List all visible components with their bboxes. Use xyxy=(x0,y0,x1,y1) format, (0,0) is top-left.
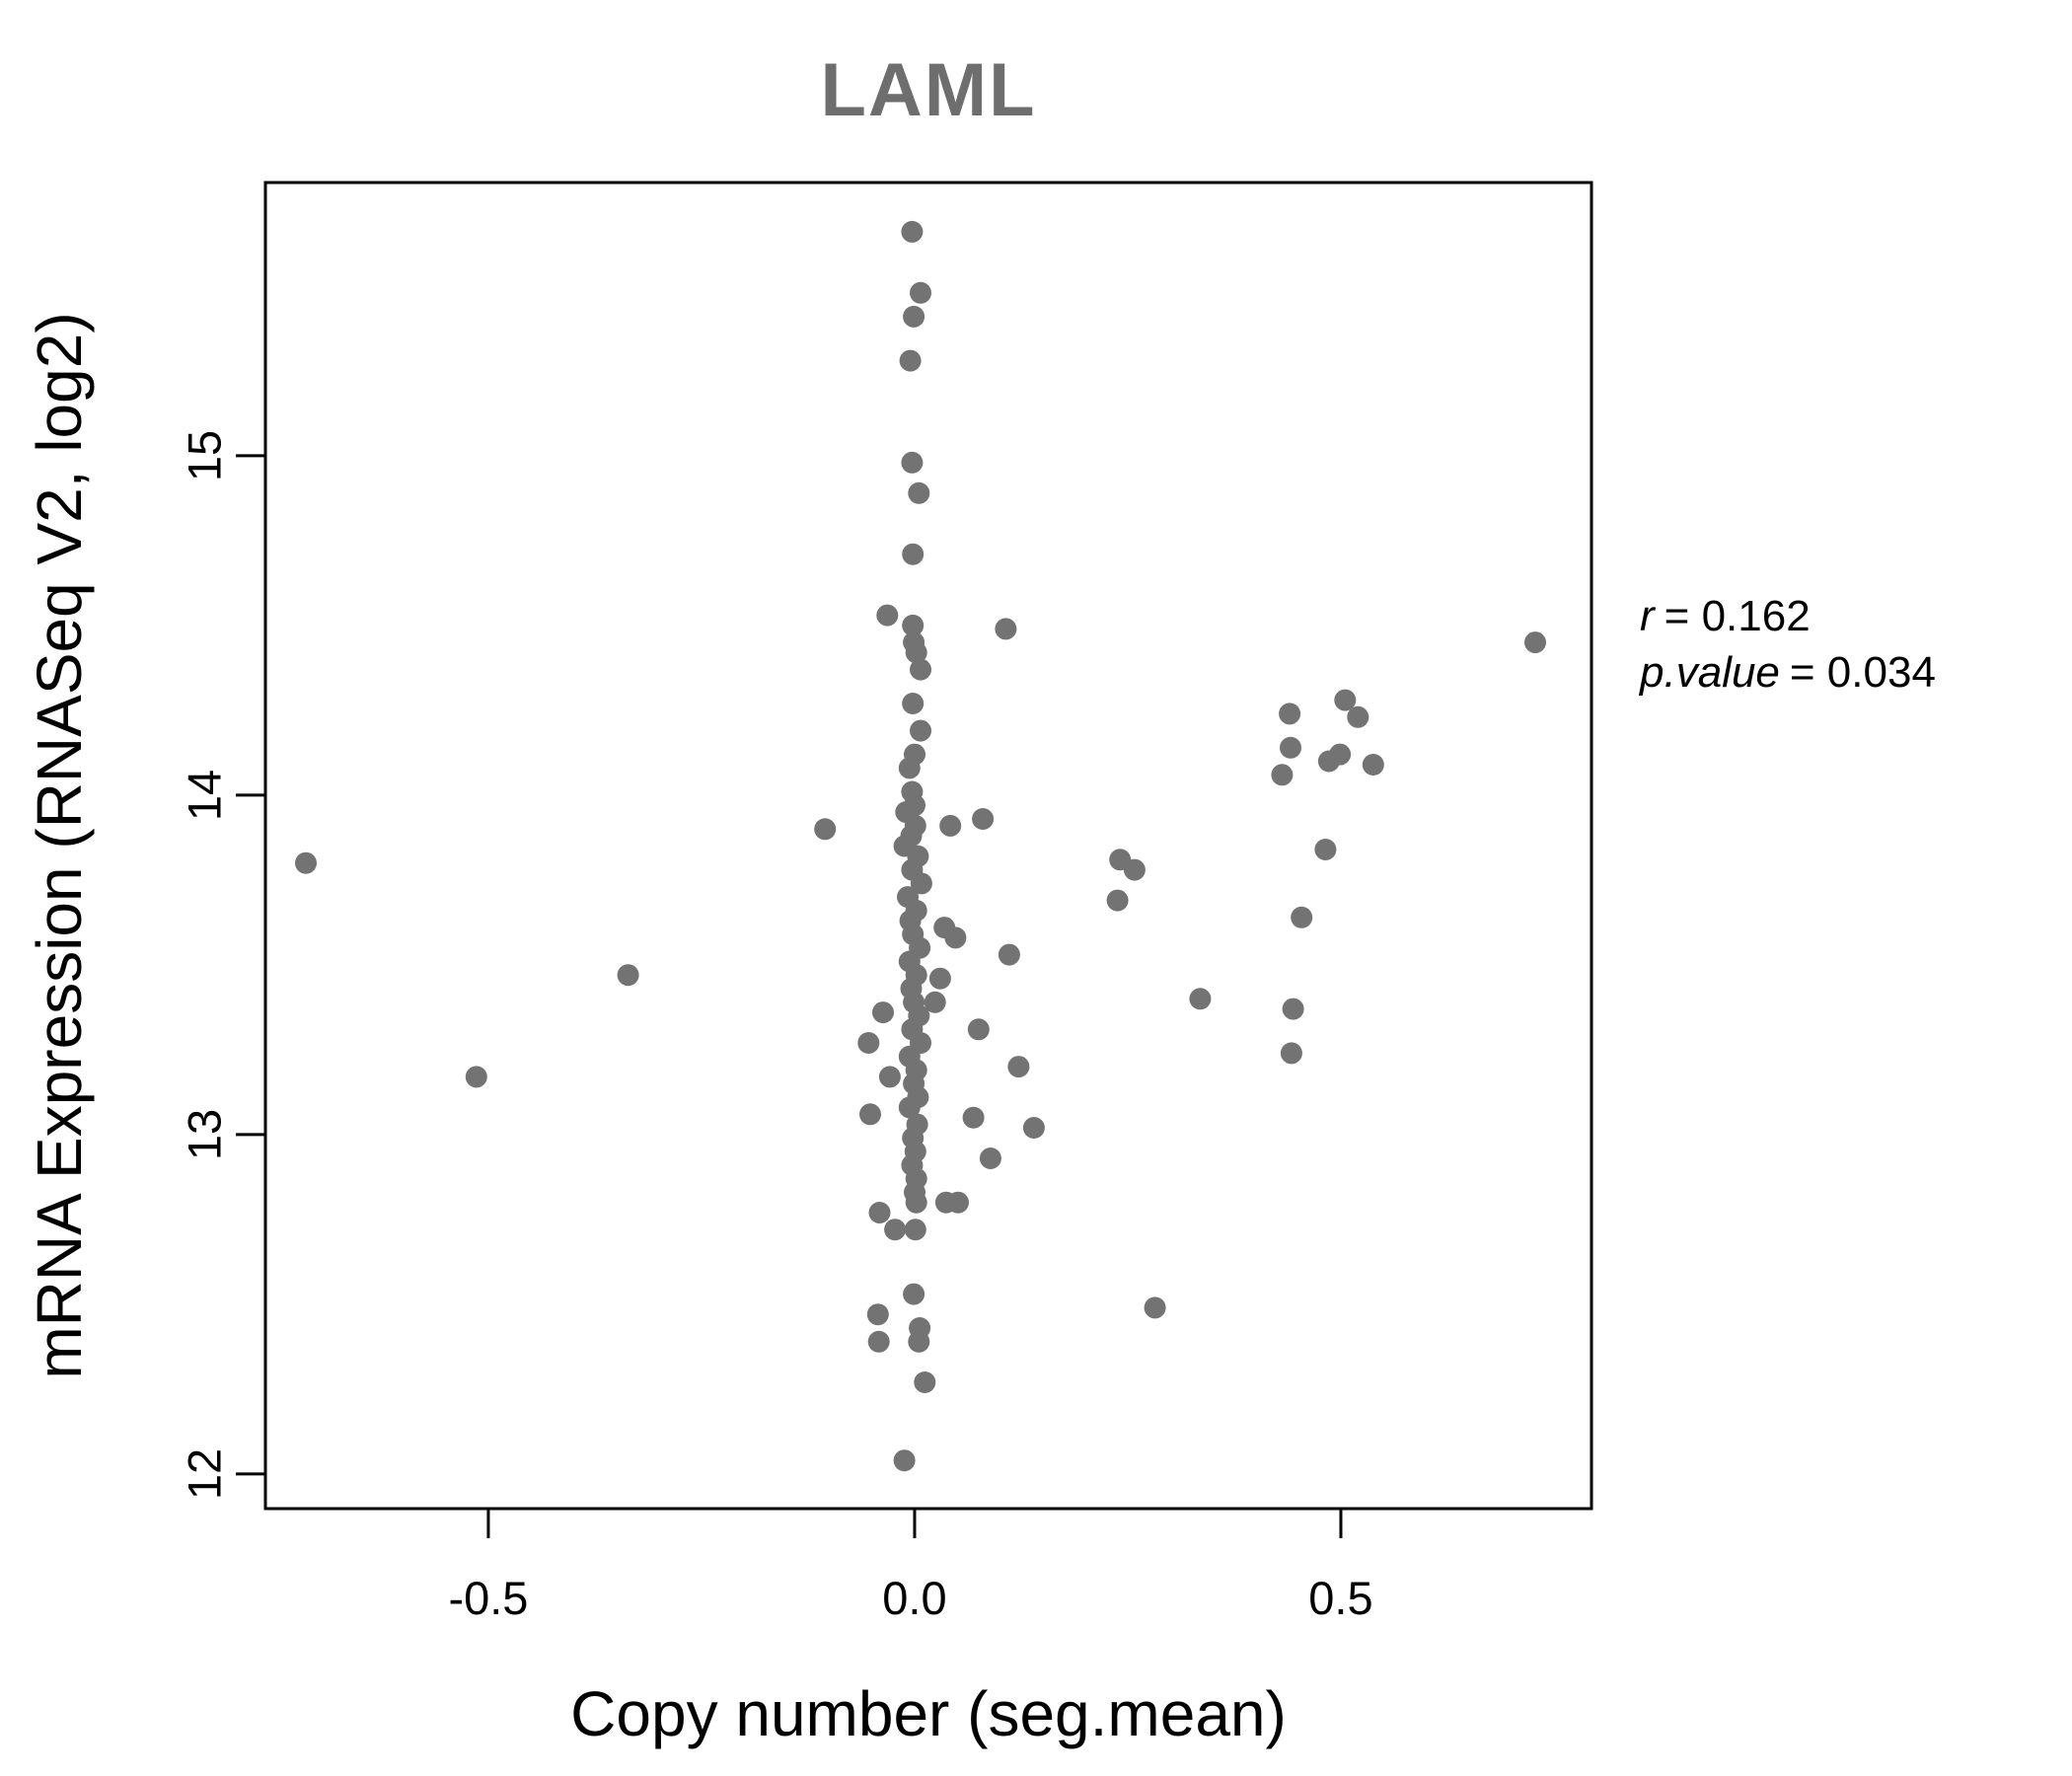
r-symbol: r xyxy=(1640,592,1655,640)
y-tick-label: 13 xyxy=(178,1108,231,1161)
data-point xyxy=(910,872,932,895)
data-point xyxy=(1280,736,1301,759)
data-point xyxy=(944,926,967,949)
data-point xyxy=(901,220,924,243)
data-point xyxy=(1362,754,1384,776)
data-point xyxy=(910,658,931,681)
data-point xyxy=(1123,858,1146,881)
data-point xyxy=(1144,1296,1166,1319)
y-tick-label: 15 xyxy=(178,429,231,482)
x-axis-label: Copy number (seg.mean) xyxy=(570,1678,1287,1749)
data-point xyxy=(1279,703,1301,725)
data-point xyxy=(1282,998,1304,1020)
data-point xyxy=(902,614,925,636)
data-point xyxy=(995,618,1017,640)
data-point xyxy=(1329,743,1352,766)
data-point xyxy=(910,719,931,742)
r-value: = 0.162 xyxy=(1664,592,1811,640)
data-point xyxy=(947,1191,969,1214)
data-point xyxy=(967,1018,990,1041)
chart-title: LAML xyxy=(820,48,1037,132)
data-point xyxy=(908,481,930,504)
data-point xyxy=(876,604,899,627)
data-point xyxy=(979,1147,1001,1169)
data-point xyxy=(899,349,922,372)
data-point xyxy=(939,814,962,837)
annotation-line-pvalue: p.value = 0.034 xyxy=(1640,644,1936,701)
data-point xyxy=(910,281,931,304)
pvalue-value: = 0.034 xyxy=(1789,648,1936,697)
data-point xyxy=(904,1219,926,1241)
data-point xyxy=(868,1202,891,1223)
data-point xyxy=(901,451,924,474)
data-point xyxy=(998,943,1020,966)
data-point xyxy=(1007,1056,1030,1078)
data-point xyxy=(893,1449,916,1472)
y-tick-label: 14 xyxy=(178,769,231,822)
data-point xyxy=(878,1066,901,1088)
data-point xyxy=(295,851,317,874)
annotation-line-r: r = 0.162 xyxy=(1640,588,1936,644)
data-point xyxy=(1280,1042,1302,1065)
data-point xyxy=(1524,631,1546,654)
plot-box xyxy=(263,181,1593,1511)
data-point xyxy=(898,1096,921,1119)
data-point xyxy=(898,757,921,779)
data-point xyxy=(903,305,925,328)
x-tick-label: 0.0 xyxy=(882,1572,947,1624)
x-tick-label: 0.5 xyxy=(1308,1572,1373,1624)
y-axis-label: mRNA Expression (RNASeq V2, log2) xyxy=(24,312,95,1379)
data-point xyxy=(1022,1117,1045,1139)
data-point xyxy=(914,1371,936,1393)
data-point xyxy=(884,1219,907,1241)
data-point xyxy=(1314,839,1337,860)
data-point xyxy=(1189,988,1212,1010)
data-point xyxy=(814,818,837,841)
data-point xyxy=(465,1066,487,1088)
correlation-annotation: r = 0.162 p.value = 0.034 xyxy=(1640,588,1936,701)
data-point xyxy=(1106,889,1129,912)
data-point xyxy=(902,693,925,714)
data-point xyxy=(1347,705,1369,728)
data-point xyxy=(905,1191,927,1214)
data-point xyxy=(908,1330,930,1353)
data-point xyxy=(867,1330,890,1353)
data-point xyxy=(928,967,951,990)
data-point xyxy=(859,1103,881,1126)
data-point xyxy=(905,641,927,664)
data-point xyxy=(962,1106,985,1129)
y-tick-label: 12 xyxy=(178,1447,231,1501)
data-point xyxy=(1291,906,1313,928)
data-point xyxy=(924,991,946,1013)
pvalue-symbol: p.value xyxy=(1640,648,1780,697)
data-point xyxy=(872,1001,894,1024)
data-point xyxy=(903,1283,925,1305)
x-tick-label: -0.5 xyxy=(448,1572,529,1624)
data-point xyxy=(902,543,925,565)
data-point xyxy=(866,1303,889,1326)
data-point xyxy=(617,964,639,987)
data-point xyxy=(972,808,995,830)
data-point xyxy=(857,1032,880,1054)
data-point xyxy=(1334,689,1357,711)
data-point xyxy=(1271,764,1294,786)
